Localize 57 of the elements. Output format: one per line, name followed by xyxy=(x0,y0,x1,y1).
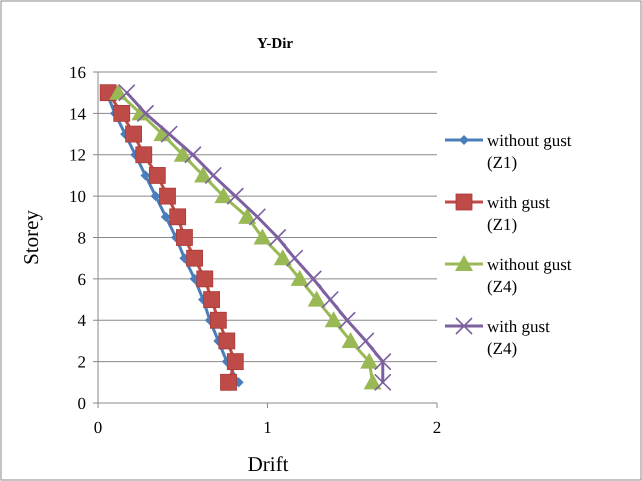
point xyxy=(308,290,326,307)
x-tick-label: 1 xyxy=(263,418,272,437)
point xyxy=(364,373,382,390)
legend-label: with gust (Z1) xyxy=(487,192,550,234)
point xyxy=(169,208,186,226)
y-tick-label: 0 xyxy=(78,394,86,413)
point xyxy=(135,146,152,164)
point xyxy=(125,126,142,142)
legend-label: with gust (Z4) xyxy=(487,316,550,358)
chart-title: Y-Dir xyxy=(256,36,294,52)
point xyxy=(268,228,286,246)
legend-label: without gust (Z1) xyxy=(487,130,572,172)
y-tick-label: 12 xyxy=(69,146,86,165)
y-axis-title: Storey xyxy=(19,210,43,265)
x-tick-label: 2 xyxy=(432,418,442,437)
point xyxy=(321,290,340,308)
point xyxy=(286,249,304,267)
x-axis-title: Drift xyxy=(248,452,289,476)
point xyxy=(374,352,392,370)
point xyxy=(342,332,360,348)
point xyxy=(150,191,161,202)
point xyxy=(176,229,193,246)
point xyxy=(210,312,227,329)
y-tick-label: 4 xyxy=(78,311,86,330)
point xyxy=(203,291,220,308)
point xyxy=(226,353,244,370)
point xyxy=(338,311,356,330)
y-tick-label: 14 xyxy=(69,104,86,124)
point xyxy=(214,187,232,204)
x-tick-label: 0 xyxy=(94,418,102,437)
point xyxy=(160,212,171,222)
point xyxy=(238,208,256,224)
point xyxy=(194,166,212,182)
point xyxy=(174,146,192,162)
point xyxy=(118,84,136,102)
point xyxy=(360,352,378,369)
point xyxy=(186,250,204,267)
point xyxy=(290,270,309,286)
point xyxy=(274,249,292,266)
y-tick-label: 16 xyxy=(69,62,86,82)
y-tick-label: 8 xyxy=(78,228,86,248)
y-tick-label: 6 xyxy=(78,270,86,289)
point xyxy=(357,332,375,350)
legend-label: without gust (Z4) xyxy=(487,254,572,296)
y-tick-label: 2 xyxy=(78,352,86,372)
point xyxy=(304,270,322,288)
point xyxy=(196,270,214,288)
point xyxy=(324,311,343,328)
point xyxy=(148,167,166,184)
y-tick-label: 10 xyxy=(69,187,86,206)
point xyxy=(253,228,272,244)
point xyxy=(113,104,130,122)
point xyxy=(140,170,150,180)
point xyxy=(218,332,236,350)
point xyxy=(159,188,176,205)
point xyxy=(374,374,392,392)
point xyxy=(220,374,237,391)
